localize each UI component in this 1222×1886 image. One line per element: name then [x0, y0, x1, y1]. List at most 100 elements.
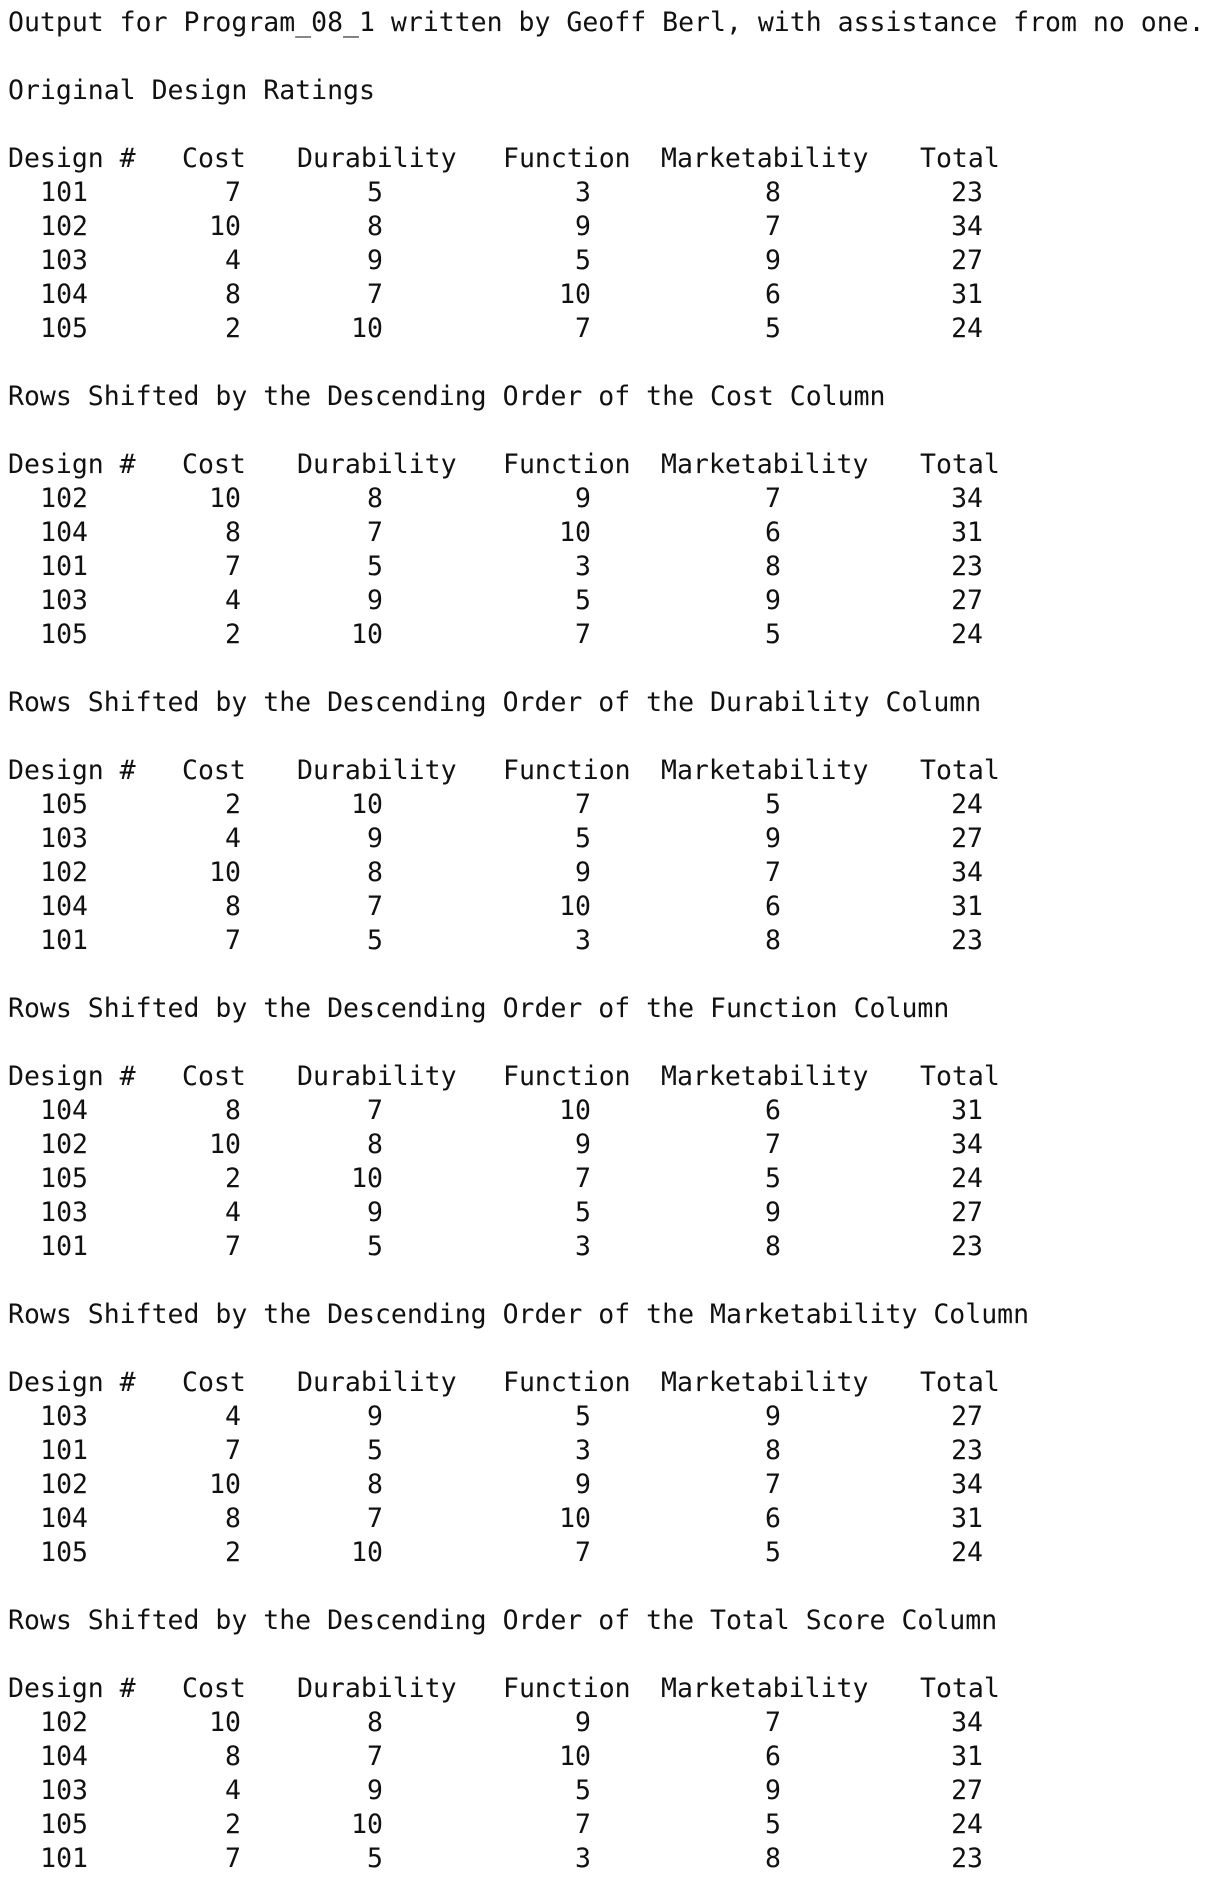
cell-cost: 8: [225, 517, 241, 548]
cell-total: 23: [951, 1435, 983, 1466]
cell-function: 9: [575, 857, 591, 888]
cell-design: 103: [40, 1197, 88, 1228]
cell-durability: 9: [367, 823, 383, 854]
cell-durability: 9: [367, 245, 383, 276]
cell-function: 7: [575, 1163, 591, 1194]
col-header-marketability: Marketability: [661, 1367, 869, 1398]
cell-total: 31: [951, 517, 983, 548]
col-header-design: Design #: [8, 755, 136, 786]
cell-total: 27: [951, 245, 983, 276]
col-header-cost: Cost: [182, 1367, 246, 1398]
cell-durability: 7: [367, 1095, 383, 1126]
cell-total: 34: [951, 211, 983, 242]
cell-total: 23: [951, 551, 983, 582]
cell-function: 7: [575, 789, 591, 820]
cell-cost: 8: [225, 1503, 241, 1534]
col-header-function: Function: [503, 1673, 631, 1704]
cell-design: 102: [40, 1707, 88, 1738]
cell-durability: 8: [367, 857, 383, 888]
cell-marketability: 9: [765, 1775, 781, 1806]
cell-marketability: 5: [765, 1163, 781, 1194]
cell-function: 7: [575, 1537, 591, 1568]
col-header-design: Design #: [8, 449, 136, 480]
cell-marketability: 7: [765, 857, 781, 888]
col-header-function: Function: [503, 755, 631, 786]
cell-function: 10: [559, 1095, 591, 1126]
cell-durability: 9: [367, 1775, 383, 1806]
cell-marketability: 6: [765, 1741, 781, 1772]
blank-line: [8, 1026, 1208, 1060]
table-row: 105 2 10 7 5 24: [8, 312, 1208, 346]
cell-marketability: 8: [765, 925, 781, 956]
cell-durability: 7: [367, 891, 383, 922]
cell-durability: 5: [367, 1843, 383, 1874]
cell-design: 104: [40, 517, 88, 548]
cell-total: 23: [951, 1843, 983, 1874]
blank-line: [8, 1332, 1208, 1366]
cell-total: 31: [951, 1095, 983, 1126]
blank-line: [8, 1264, 1208, 1298]
cell-total: 23: [951, 925, 983, 956]
cell-durability: 8: [367, 1469, 383, 1500]
cell-total: 27: [951, 1401, 983, 1432]
cell-design: 104: [40, 279, 88, 310]
cell-marketability: 6: [765, 517, 781, 548]
cell-design: 103: [40, 1775, 88, 1806]
cell-function: 5: [575, 1401, 591, 1432]
cell-durability: 10: [351, 619, 383, 650]
cell-total: 24: [951, 619, 983, 650]
cell-marketability: 7: [765, 1469, 781, 1500]
cell-cost: 4: [225, 823, 241, 854]
cell-cost: 7: [225, 1231, 241, 1262]
table-row: 105 2 10 7 5 24: [8, 1536, 1208, 1570]
cell-total: 34: [951, 1707, 983, 1738]
blank-line: [8, 108, 1208, 142]
cell-marketability: 6: [765, 891, 781, 922]
cell-durability: 5: [367, 551, 383, 582]
cell-function: 7: [575, 619, 591, 650]
blank-line: [8, 346, 1208, 380]
cell-function: 5: [575, 823, 591, 854]
cell-function: 3: [575, 177, 591, 208]
cell-total: 27: [951, 585, 983, 616]
cell-cost: 7: [225, 1435, 241, 1466]
col-header-marketability: Marketability: [661, 1061, 869, 1092]
cell-marketability: 7: [765, 483, 781, 514]
col-header-function: Function: [503, 1367, 631, 1398]
cell-durability: 9: [367, 1197, 383, 1228]
cell-durability: 7: [367, 279, 383, 310]
blank-line: [8, 958, 1208, 992]
cell-function: 5: [575, 585, 591, 616]
cell-cost: 7: [225, 177, 241, 208]
cell-cost: 2: [225, 619, 241, 650]
blank-line: [8, 40, 1208, 74]
col-header-total: Total: [920, 755, 1000, 786]
table-row: 103 4 9 5 9 27: [8, 244, 1208, 278]
cell-design: 101: [40, 1231, 88, 1262]
cell-total: 34: [951, 1129, 983, 1160]
cell-total: 27: [951, 823, 983, 854]
table-row: 105 2 10 7 5 24: [8, 1808, 1208, 1842]
cell-total: 31: [951, 1503, 983, 1534]
cell-cost: 7: [225, 1843, 241, 1874]
col-header-function: Function: [503, 449, 631, 480]
cell-durability: 5: [367, 1435, 383, 1466]
cell-cost: 10: [209, 1129, 241, 1160]
ratings-table: Design # Cost Durability Function Marketabil…: [8, 1672, 1208, 1876]
col-header-cost: Cost: [182, 1673, 246, 1704]
table-row: 102 10 8 9 7 34: [8, 1128, 1208, 1162]
cell-design: 104: [40, 1741, 88, 1772]
col-header-cost: Cost: [182, 1061, 246, 1092]
cell-marketability: 5: [765, 1537, 781, 1568]
cell-cost: 10: [209, 211, 241, 242]
ratings-table: Design # Cost Durability Function Marketabil…: [8, 448, 1208, 652]
cell-total: 34: [951, 1469, 983, 1500]
table-row: 102 10 8 9 7 34: [8, 1468, 1208, 1502]
cell-function: 5: [575, 245, 591, 276]
cell-cost: 4: [225, 245, 241, 276]
section-title: Rows Shifted by the Descending Order of …: [8, 1605, 998, 1636]
cell-total: 27: [951, 1197, 983, 1228]
col-header-cost: Cost: [182, 449, 246, 480]
sections-container: Original Design Ratings Design # Cost Durab…: [8, 40, 1208, 1876]
cell-marketability: 9: [765, 245, 781, 276]
